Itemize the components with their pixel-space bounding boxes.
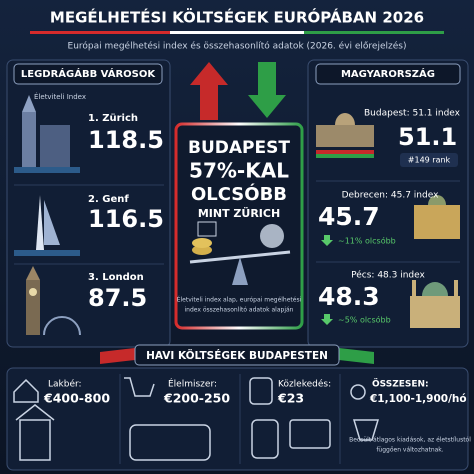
rank-badge: #149 rank [408,156,451,165]
hu-city-label: Budapest: 51.1 index [364,109,461,119]
city-name: 1. Zürich [88,113,138,124]
hu-city-label: Pécs: 48.3 index [351,270,425,281]
flag-green [304,31,444,34]
hu-city-label: Debrecen: 45.7 index [342,191,439,201]
down-icon [321,314,333,325]
cost-label: Élelmiszer: [168,378,217,390]
costs-header: HAVI KÖLTSÉGEK BUDAPESTEN [146,348,328,362]
hu-cheaper: ~5% olcsóbb [338,315,391,325]
scale-illustration [189,221,291,285]
badge [400,153,458,167]
center-note: Életviteli index alap, európai megélheté… [177,296,302,304]
center-line: BUDAPEST [188,138,290,158]
hu-city-index: 45.7 [318,202,380,231]
costs-note: függően változhatnak. [376,447,443,454]
cost-value: €200-250 [163,391,230,406]
center-line: 57%-KAL [189,159,289,183]
cost-label: ÖSSZESEN: [372,379,429,390]
center-box [174,122,304,330]
center-note: index összehasonlító adatok alapján [185,307,294,314]
cost-label: Lakbér: [48,379,82,390]
cost-icons [13,377,380,461]
costs-note: Becsült átlagos kiadások, az életstílust… [349,437,471,444]
flag-white [170,31,304,34]
right-header: MAGYARORSZÁG [341,67,435,80]
london-illustration [26,266,81,336]
flag-wing [339,348,374,364]
title: MEGÉLHETÉSI KÖLTSÉGEK EURÓPÁBAN 2026 [50,8,424,27]
flag-red [30,31,170,34]
hu-city-index: 51.1 [398,123,457,151]
center-line: OLCSÓBB [191,183,287,205]
cost-value: €23 [277,391,304,406]
cost-label: Közlekedés: [278,379,331,390]
up-arrow [190,62,228,120]
down-icon [321,235,333,246]
city-index: 87.5 [88,284,147,312]
right-header-box [315,63,461,85]
parliament-illustration [316,113,374,158]
left-header-box [13,63,163,85]
geneva-illustration [14,195,80,256]
hu-cheaper: ~11% olcsóbb [338,236,396,246]
subtitle: Európai megélhetési index és összehasonl… [68,41,407,52]
flag-wing [100,348,135,364]
cost-value: €400-800 [43,391,110,406]
costs-panel [6,367,469,471]
cost-value: €1,100-1,900/hó [369,393,467,405]
city-name: 2. Genf [88,194,129,205]
down-arrow [248,62,286,118]
costs-header-box [134,344,340,366]
center-line: MINT ZÜRICH [198,206,280,220]
zurich-illustration [14,95,80,173]
pecs-illustration [410,280,460,328]
debrecen-illustration [414,195,460,239]
left-header: LEGDRÁGÁBB VÁROSOK [21,67,157,80]
city-name: 3. London [88,272,144,283]
city-index: 116.5 [88,205,164,233]
index-label: Életviteli Index [34,92,86,101]
hu-city-index: 48.3 [318,282,380,311]
city-index: 118.5 [88,126,164,154]
